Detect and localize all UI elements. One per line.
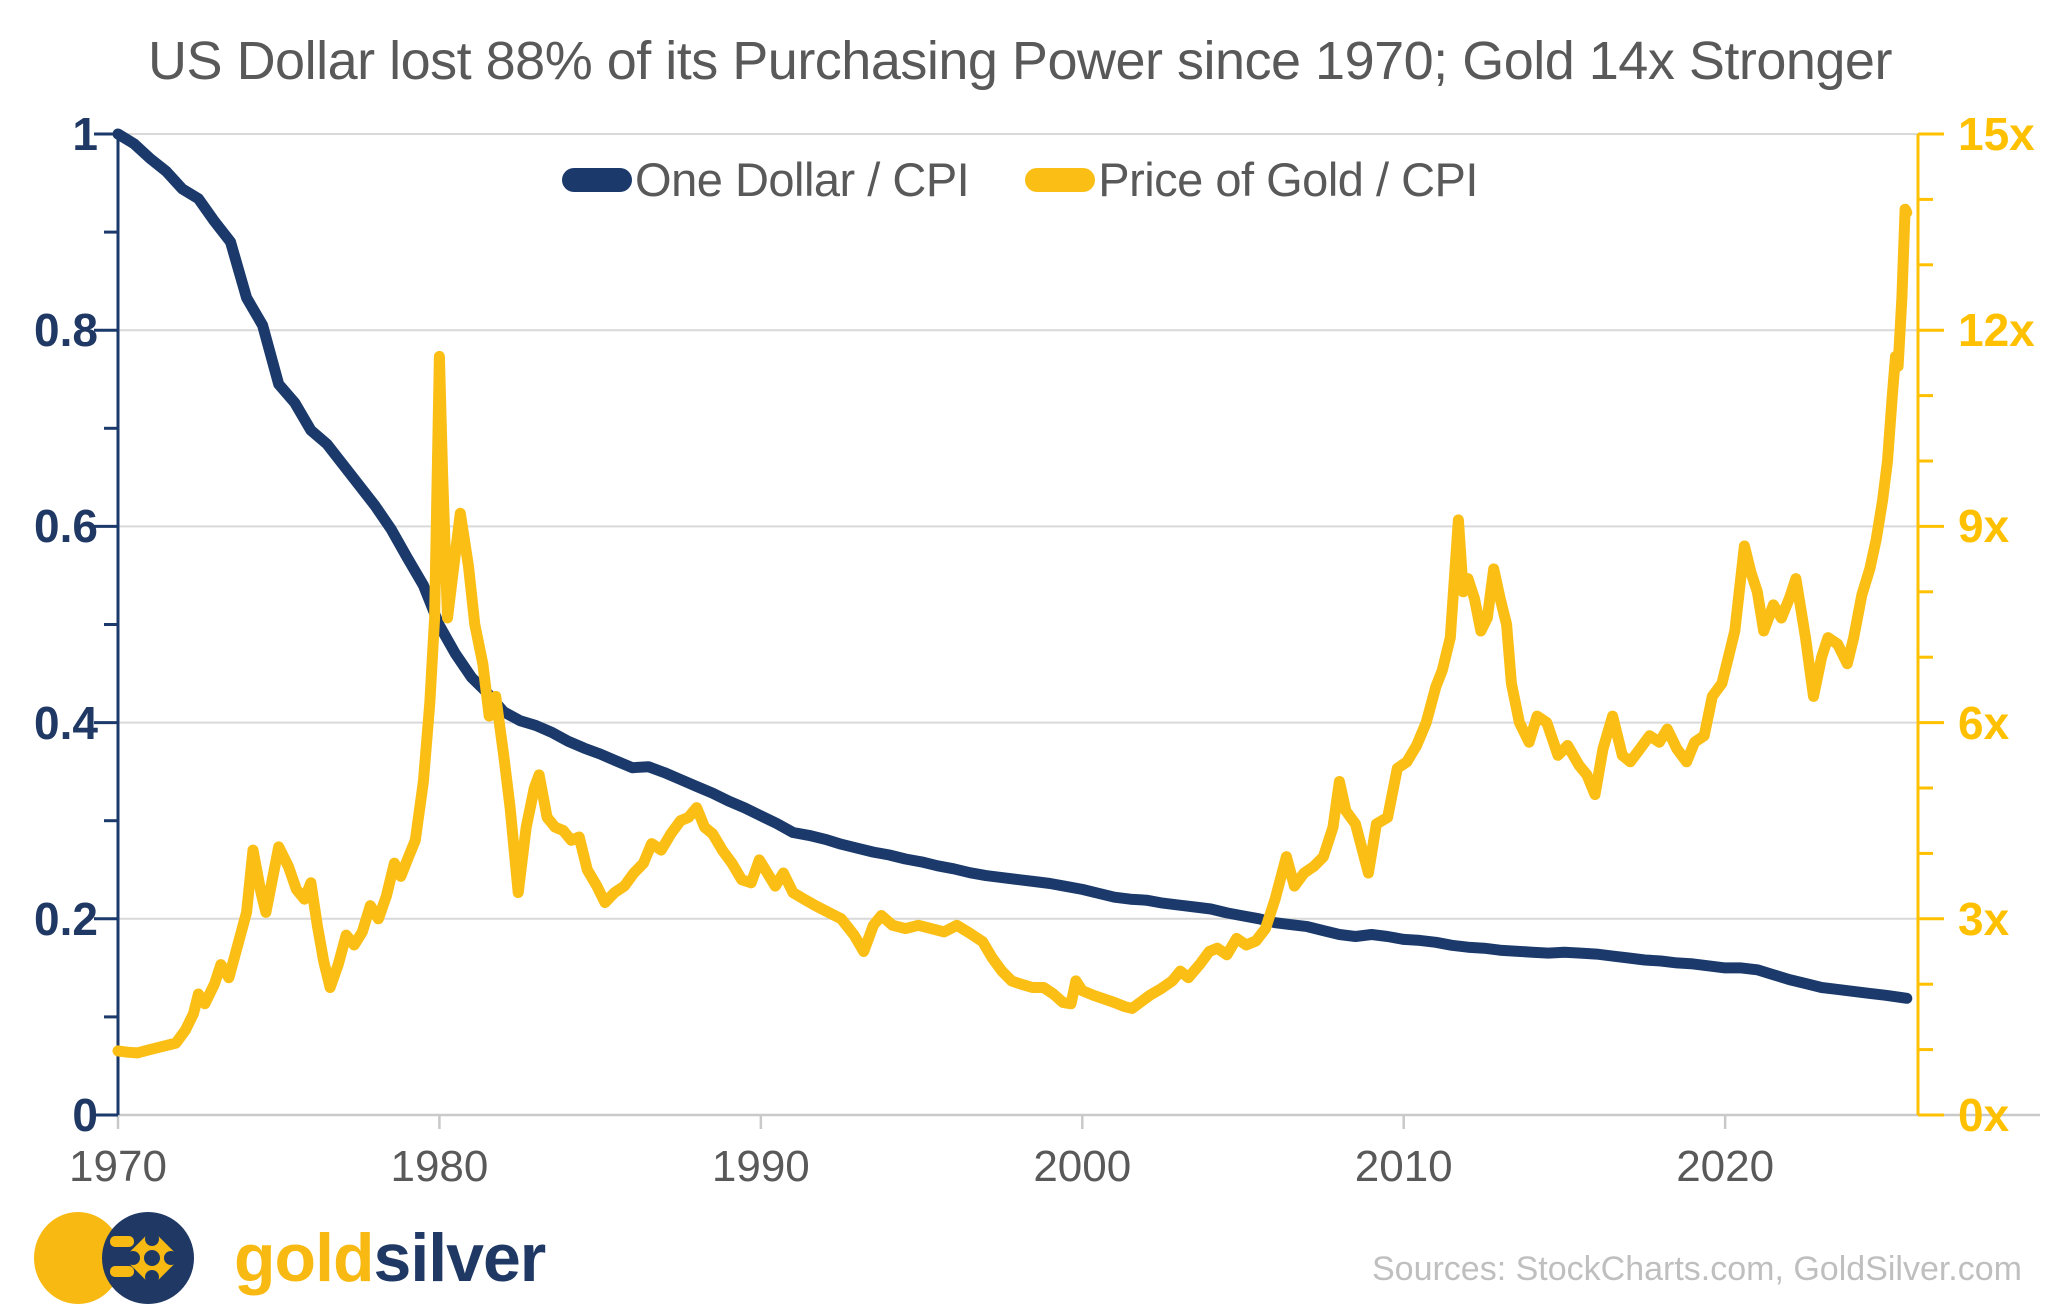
logo-word-gold: gold <box>234 1220 375 1296</box>
y-axis-right-tick-label: 9x <box>1958 500 2010 553</box>
y-axis-left-tick-label: 0.2 <box>34 892 98 945</box>
y-axis-left-tick-label: 0.8 <box>34 304 98 357</box>
y-axis-right-tick-label: 12x <box>1958 304 2035 357</box>
legend: One Dollar / CPI Price of Gold / CPI <box>0 152 2040 207</box>
series-line-price-of-gold-cpi <box>112 203 1913 1059</box>
series-line-one-dollar-cpi <box>112 128 1913 1004</box>
x-axis-tick-label: 1970 <box>69 1142 167 1191</box>
chart-title: US Dollar lost 88% of its Purchasing Pow… <box>148 31 1892 91</box>
y-axis-left-tick-label: 0.4 <box>34 696 98 749</box>
y-axis-left-tick-label: 0.6 <box>34 500 98 553</box>
x-axis-tick-label: 2000 <box>1033 1142 1132 1191</box>
y-axis-right-tick-label: 3x <box>1958 892 2010 945</box>
goldsilver-logo: goldsilver <box>26 1206 546 1310</box>
x-axis-tick-label: 2020 <box>1676 1142 1775 1191</box>
x-axis-tick-label: 1990 <box>711 1142 810 1191</box>
legend-label-price-of-gold-cpi: Price of Gold / CPI <box>1098 153 1478 206</box>
legend-label-one-dollar-cpi: One Dollar / CPI <box>635 153 970 206</box>
legend-swatch-gold <box>1025 167 1096 192</box>
sources-attribution: Sources: StockCharts.com, GoldSilver.com <box>1371 1250 2022 1288</box>
legend-swatch-navy <box>562 167 633 192</box>
y-axis-left-tick-label: 1 <box>72 108 98 160</box>
x-axis-tick-label: 1980 <box>390 1142 489 1191</box>
goldsilver-logo-icon <box>34 1212 194 1304</box>
y-axis-right-tick-label: 6x <box>1958 696 2010 749</box>
y-axis-right-tick-label: 0x <box>1958 1089 2010 1141</box>
x-axis-tick-label: 2010 <box>1354 1142 1453 1191</box>
logo-word-silver: silver <box>373 1220 547 1296</box>
y-axis-left-tick-label: 0 <box>72 1089 98 1141</box>
goldsilver-logo-text: goldsilver <box>234 1224 546 1292</box>
legend-item-one-dollar-cpi: One Dollar / CPI <box>562 152 970 207</box>
legend-item-price-of-gold-cpi: Price of Gold / CPI <box>1025 152 1478 207</box>
y-axis-right-tick-label: 15x <box>1958 108 2035 160</box>
